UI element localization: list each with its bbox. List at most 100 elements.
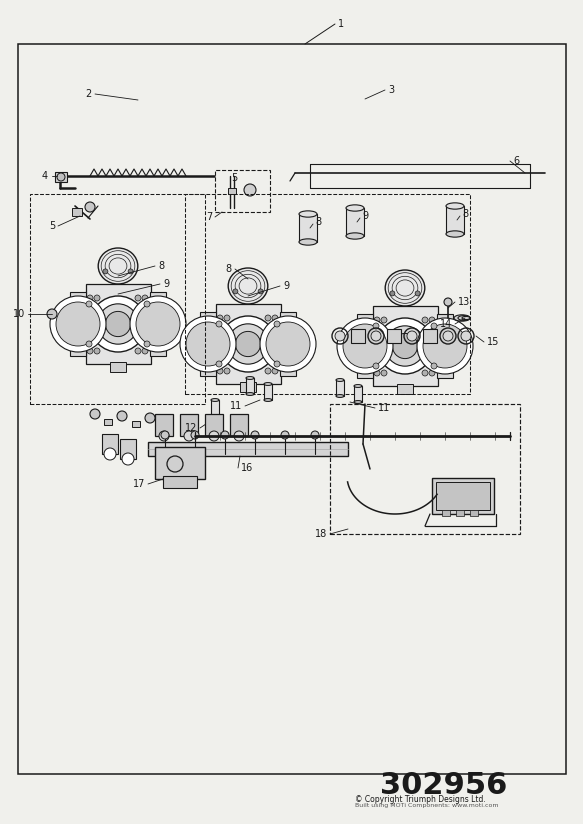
Circle shape bbox=[221, 431, 229, 439]
Circle shape bbox=[216, 321, 222, 327]
Bar bbox=[72, 208, 82, 216]
Bar bbox=[442, 510, 450, 516]
Text: 8: 8 bbox=[462, 209, 468, 219]
Circle shape bbox=[385, 325, 425, 366]
Circle shape bbox=[90, 409, 100, 419]
Circle shape bbox=[86, 341, 92, 347]
Circle shape bbox=[374, 317, 380, 323]
Circle shape bbox=[266, 322, 310, 366]
Circle shape bbox=[217, 368, 223, 374]
Bar bbox=[55, 172, 67, 182]
Text: 16: 16 bbox=[241, 463, 253, 473]
Ellipse shape bbox=[336, 378, 344, 382]
Text: 3: 3 bbox=[388, 85, 394, 95]
Circle shape bbox=[86, 301, 92, 307]
Text: 8: 8 bbox=[226, 264, 232, 274]
Circle shape bbox=[444, 298, 452, 306]
Bar bbox=[104, 419, 112, 425]
Circle shape bbox=[85, 202, 95, 212]
Text: 11: 11 bbox=[378, 403, 390, 413]
Circle shape bbox=[443, 331, 453, 341]
Text: 302956: 302956 bbox=[380, 771, 507, 800]
Circle shape bbox=[236, 331, 261, 357]
Bar bbox=[155, 414, 173, 436]
Circle shape bbox=[311, 431, 319, 439]
Bar bbox=[280, 312, 296, 376]
Circle shape bbox=[422, 317, 428, 323]
Circle shape bbox=[343, 324, 387, 368]
Circle shape bbox=[142, 348, 148, 354]
Circle shape bbox=[281, 431, 289, 439]
Text: 2: 2 bbox=[86, 89, 92, 99]
Circle shape bbox=[47, 309, 57, 319]
Circle shape bbox=[461, 331, 471, 341]
Circle shape bbox=[142, 295, 148, 301]
Bar bbox=[120, 439, 136, 459]
Ellipse shape bbox=[264, 382, 272, 386]
Circle shape bbox=[128, 269, 133, 274]
Bar bbox=[264, 384, 272, 400]
Circle shape bbox=[224, 368, 230, 374]
Text: 9: 9 bbox=[163, 279, 169, 289]
Ellipse shape bbox=[446, 231, 464, 237]
Bar bbox=[387, 329, 401, 343]
Text: 11: 11 bbox=[230, 401, 242, 411]
Circle shape bbox=[224, 315, 230, 321]
Circle shape bbox=[274, 361, 280, 367]
Circle shape bbox=[130, 296, 186, 352]
Bar bbox=[246, 378, 254, 394]
Bar bbox=[336, 380, 344, 396]
Circle shape bbox=[136, 302, 180, 346]
Bar bbox=[373, 306, 438, 386]
Circle shape bbox=[159, 431, 169, 441]
Circle shape bbox=[377, 318, 433, 374]
Bar bbox=[86, 284, 151, 364]
Ellipse shape bbox=[299, 239, 317, 246]
Circle shape bbox=[117, 411, 127, 421]
Bar bbox=[470, 510, 478, 516]
Bar bbox=[205, 414, 223, 436]
Text: 4: 4 bbox=[42, 171, 48, 181]
Circle shape bbox=[431, 323, 437, 329]
Ellipse shape bbox=[354, 385, 362, 387]
Circle shape bbox=[228, 324, 268, 364]
Bar bbox=[436, 482, 490, 510]
Text: 10: 10 bbox=[13, 309, 25, 319]
Circle shape bbox=[94, 348, 100, 354]
Ellipse shape bbox=[336, 395, 344, 397]
Circle shape bbox=[258, 289, 263, 294]
Bar bbox=[397, 384, 413, 394]
Bar bbox=[354, 386, 362, 402]
Text: 9: 9 bbox=[362, 211, 368, 221]
Circle shape bbox=[98, 304, 138, 344]
Bar bbox=[456, 510, 464, 516]
Circle shape bbox=[335, 331, 345, 341]
Text: 6: 6 bbox=[513, 156, 519, 166]
Bar bbox=[30, 194, 205, 404]
Bar bbox=[216, 304, 281, 384]
Circle shape bbox=[104, 448, 116, 460]
Circle shape bbox=[265, 315, 271, 321]
Circle shape bbox=[233, 289, 238, 294]
Circle shape bbox=[337, 318, 393, 374]
Circle shape bbox=[374, 370, 380, 376]
Bar bbox=[163, 476, 197, 488]
Circle shape bbox=[272, 368, 278, 374]
Bar bbox=[110, 362, 126, 372]
Circle shape bbox=[422, 370, 428, 376]
Circle shape bbox=[90, 296, 146, 352]
Ellipse shape bbox=[385, 270, 425, 306]
Text: 13: 13 bbox=[458, 297, 470, 307]
Circle shape bbox=[373, 363, 379, 369]
Ellipse shape bbox=[246, 392, 254, 396]
Circle shape bbox=[135, 295, 141, 301]
Circle shape bbox=[87, 348, 93, 354]
Bar bbox=[180, 414, 198, 436]
Circle shape bbox=[373, 323, 379, 329]
Circle shape bbox=[103, 269, 108, 274]
Bar bbox=[132, 421, 140, 427]
Text: 5: 5 bbox=[49, 221, 55, 231]
Ellipse shape bbox=[462, 316, 470, 320]
Bar bbox=[357, 314, 373, 378]
Circle shape bbox=[392, 334, 417, 358]
